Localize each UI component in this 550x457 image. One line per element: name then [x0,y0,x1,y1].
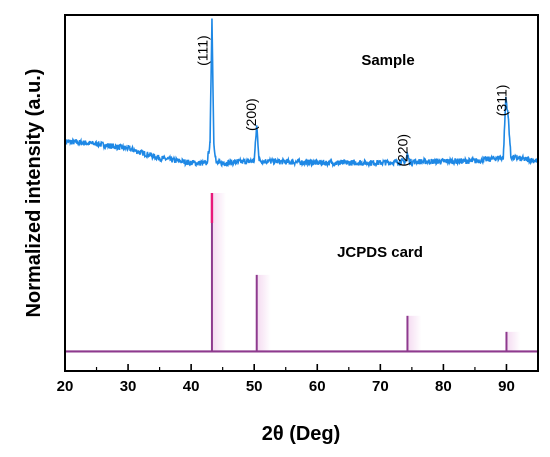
x-tick-label: 30 [120,378,137,395]
x-tick-label: 70 [372,378,389,395]
sample-annotation: Sample [361,52,414,69]
y-axis-title: Normalized intensity (a.u.) [23,69,45,318]
sample-pattern-line [64,18,539,169]
jcpds-stick-shade [211,193,226,352]
x-tick-label: 60 [309,378,326,395]
peak-label-311: (311) [494,85,510,117]
peak-label-111: (111) [195,35,211,66]
jcpds-stick-shade [506,331,521,352]
x-tick-label: 80 [435,378,452,395]
x-axis-ticks: 20 30 40 50 60 70 80 90 [57,364,515,395]
plot-area [64,18,539,353]
stick-shading [211,193,521,352]
peak-label-220: (220) [395,134,411,167]
x-tick-label: 20 [57,378,74,395]
x-tick-label: 90 [498,378,515,395]
plot-frame [64,14,539,372]
x-axis-title: 2θ (Deg) [262,423,341,445]
peak-label-200: (200) [243,98,259,131]
jcpds-annotation: JCPDS card [337,244,423,261]
x-tick-label: 40 [183,378,200,395]
jcpds-stick-shade [407,315,422,352]
x-tick-label: 50 [246,378,263,395]
jcpds-stick-shade [256,274,271,352]
